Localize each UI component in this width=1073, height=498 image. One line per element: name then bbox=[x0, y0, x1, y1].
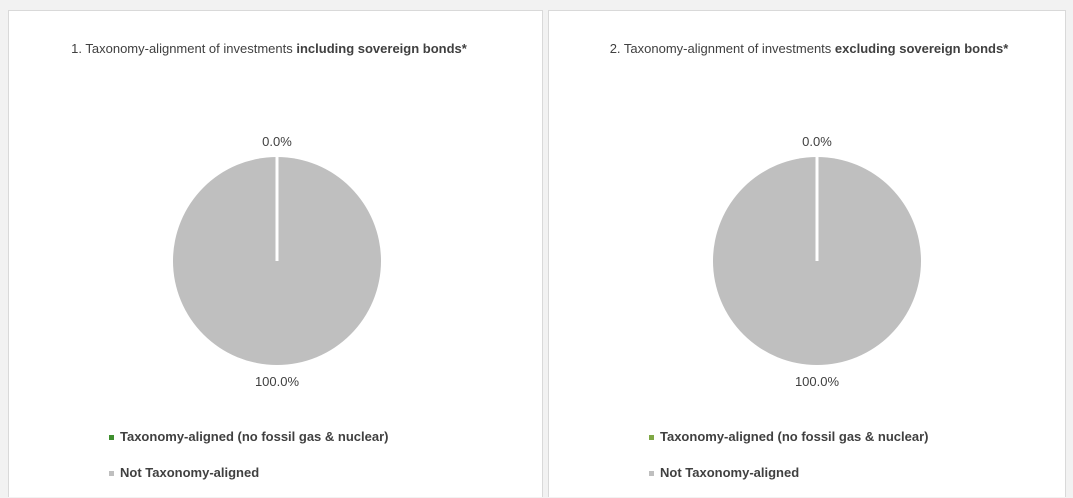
legend-item: Taxonomy-aligned (no fossil gas & nuclea… bbox=[109, 429, 388, 444]
chart-panel: 2. Taxonomy-alignment of investments exc… bbox=[548, 10, 1066, 497]
chart-title: 1. Taxonomy-alignment of investments inc… bbox=[49, 39, 489, 58]
chart-panel: 1. Taxonomy-alignment of investments inc… bbox=[8, 10, 543, 497]
legend-item: Not Taxonomy-aligned bbox=[649, 465, 799, 480]
legend-label: Taxonomy-aligned (no fossil gas & nuclea… bbox=[120, 429, 389, 444]
legend-item: Taxonomy-aligned (no fossil gas & nuclea… bbox=[649, 429, 928, 444]
title-bold: including sovereign bonds* bbox=[296, 41, 467, 56]
title-bold: excluding sovereign bonds* bbox=[834, 41, 1009, 56]
data-label: 100.0% bbox=[255, 374, 300, 389]
legend-swatch bbox=[649, 435, 654, 441]
legend-swatch bbox=[109, 435, 114, 441]
chart-title: 2. Taxonomy-alignment of investments exc… bbox=[589, 39, 1029, 58]
legend-label: Not Taxonomy-aligned bbox=[660, 465, 800, 480]
data-label: 100.0% bbox=[795, 374, 840, 389]
pie-chart: 0.0% 100.0% bbox=[713, 134, 921, 389]
title-text: 1. Taxonomy-alignment of investments bbox=[71, 41, 293, 56]
data-label: 0.0% bbox=[802, 134, 832, 149]
pie-chart: 0.0% 100.0% bbox=[173, 134, 381, 389]
legend-label: Not Taxonomy-aligned bbox=[120, 465, 260, 480]
legend-swatch bbox=[109, 471, 114, 477]
legend-item: Not Taxonomy-aligned bbox=[109, 465, 259, 480]
data-label: 0.0% bbox=[262, 134, 292, 149]
legend-swatch bbox=[649, 471, 654, 477]
legend-label: Taxonomy-aligned (no fossil gas & nuclea… bbox=[660, 429, 929, 444]
title-text: 2. Taxonomy-alignment of investments bbox=[609, 41, 832, 56]
